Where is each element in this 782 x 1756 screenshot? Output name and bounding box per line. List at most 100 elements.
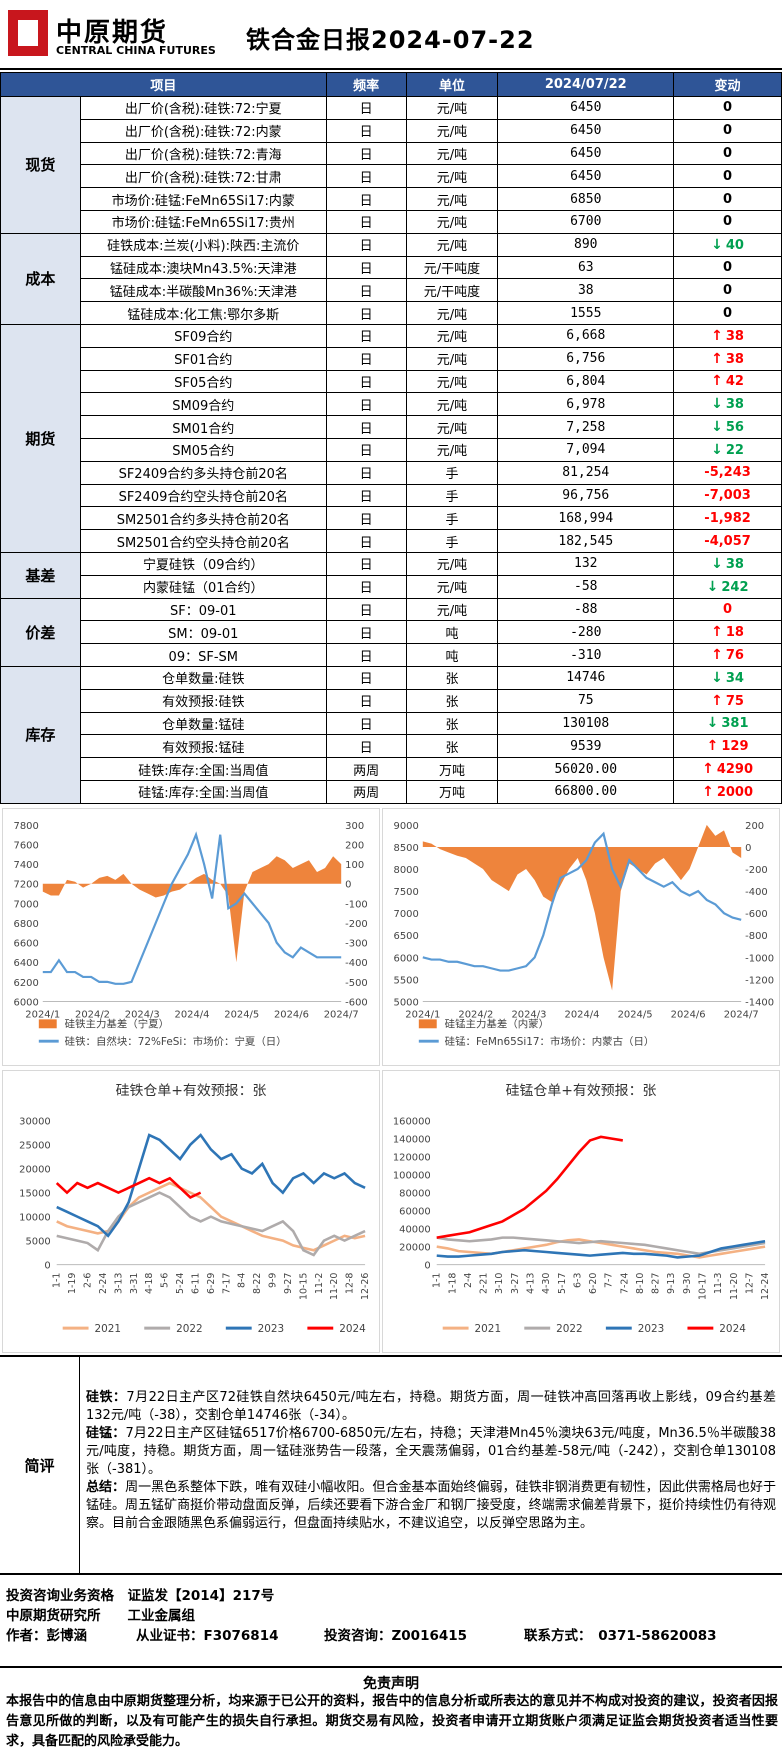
commentary-section: 简评 硅铁：7月22日主产区72硅铁自然块6450元/吨左右，持稳。期货方面，周… [0,1355,782,1575]
row-value: -88 [497,597,675,622]
arrow-down-icon: ↓ [711,555,723,572]
row-unit: 元/吨 [405,369,499,394]
row-change-value: 0 [723,100,733,116]
y-tick-label: 6500 [394,931,419,942]
table-row: 锰硅成本:化工焦:鄂尔多斯日元/吨 1555 0 [1,301,782,325]
certificate-line: 从业证书：F3076814 [136,1628,279,1644]
x-tick-label: 2024/1 [25,1009,60,1020]
x-tick-label: 3-10 [494,1273,505,1294]
table-row: 市场价:硅锰:FeMn65Si17:贵州日元/吨 6700 0 [1,209,782,234]
x-tick-label: 2024/7 [724,1009,759,1020]
disclaimer-title: 免责声明 [363,1676,419,1692]
x-tick-label: 8-4 [237,1273,248,1288]
arrow-up-icon: ↑ [706,738,719,755]
col-header-unit: 单位 [405,72,499,97]
row-value: 9539 [497,734,675,759]
legend-swatch [418,1019,437,1029]
x-tick-label: 4-18 [144,1273,155,1294]
x-tick-label: 10-17 [698,1273,709,1300]
arrow-up-icon: ↑ [711,350,723,367]
x-tick-label: 9-9 [268,1273,279,1288]
warrant-line-series [436,1135,623,1239]
y-tick-label: 100000 [393,1171,431,1182]
commentary-text: 硅铁：7月22日主产区72硅铁自然块6450元/吨左右，持稳。期货方面，周一硅铁… [86,1389,776,1533]
arrow-down-icon: ↓ [711,419,723,436]
y-tick-label: 7000 [394,909,419,920]
table-row: SF2409合约多头持仓前20名日手 81,254 -5,243 [1,460,782,485]
x-tick-label: 6-3 [572,1273,583,1288]
x-tick-label: 2024/5 [224,1009,259,1020]
row-item: SF：09-01 [79,597,327,622]
col-header-freq: 频率 [325,72,407,97]
y-tick-label: 9000 [394,821,419,832]
row-value: -58 [497,574,675,599]
table-row: SM2501合约多头持仓前20名日手 168,994 -1,982 [1,506,782,531]
table-header-row: 项目 频率 单位 2024/07/22 变动 [0,72,782,97]
y-tick-label: 7500 [394,887,419,898]
row-value: 14746 [497,665,675,690]
row-change: 0 [673,255,782,280]
section-label: 现货 [0,96,81,234]
x-tick-label: 7-7 [604,1273,615,1288]
contact-line: 联系方式： 0371-58620083 [524,1628,717,1644]
row-change-value: -1,982 [704,510,751,526]
table-row: 库存 仓单数量:硅铁日张 14746 ↓ 34 [0,665,782,804]
row-change: ↓ 56 [673,415,782,439]
row-item: SM：09-01 [79,620,327,645]
row-frequency: 日 [325,551,407,576]
row-frequency: 日 [325,369,407,394]
x-tick-label: 8-22 [252,1273,263,1294]
y2-tick-label: -200 [745,865,768,876]
warrant-line-series [56,1133,366,1238]
table-row: 出厂价(含税):硅铁:72:内蒙日元/吨 6450 0 [1,118,782,143]
row-value: 6,756 [497,346,675,371]
row-unit: 元/吨 [405,187,499,211]
logo-en-text: CENTRAL CHINA FUTURES [56,44,216,57]
x-tick-label: 9-30 [682,1273,693,1294]
row-unit: 万吨 [405,779,499,804]
y-tick-label: 6600 [14,939,39,950]
y2-tick-label: -800 [745,931,768,942]
row-unit: 元/吨 [405,232,499,257]
x-tick-label: 1-1 [432,1273,443,1288]
row-change: ↓ 38 [673,551,782,576]
row-item: SM05合约 [79,437,327,462]
company-logo-icon [8,10,48,56]
table-row: SM05合约日元/吨 7,094 ↓ 22 [1,437,782,462]
row-item: 内蒙硅锰（01合约） [79,574,327,599]
arrow-up-icon: ↑ [711,647,723,664]
row-change-value: 0 [723,305,733,321]
row-item: 硅铁:库存:全国:当周值 [79,757,327,781]
y2-tick-label: -1000 [745,953,774,964]
legend-label: 硅锰：FeMn65Si17：市场价：内蒙古（日） [445,1035,655,1048]
row-value: 130108 [497,711,675,736]
x-tick-label: 2024/2 [75,1009,110,1020]
x-tick-label: 12-26 [360,1273,371,1300]
row-item: 有效预报:锰硅 [79,734,327,759]
y-tick-label: 140000 [393,1135,431,1146]
row-item: 市场价:硅锰:FeMn65Si17:内蒙 [79,187,327,211]
x-tick-label: 12-8 [345,1273,356,1294]
data-table: 项目 频率 单位 2024/07/22 变动 现货 出厂价(含税):硅铁:72:宁… [0,72,782,804]
row-change: 0 [673,96,782,120]
row-frequency: 日 [325,301,407,325]
row-change: 0 [673,209,782,234]
row-change: ↓ 381 [673,711,782,736]
arrow-up-icon: ↑ [702,761,714,777]
arrow-up-icon: ↑ [711,624,723,641]
table-row: SF01合约日元/吨 6,756 ↑ 38 [1,346,782,371]
y-tick-label: 6000 [14,997,39,1008]
row-frequency: 日 [325,506,407,531]
row-item: SF2409合约多头持仓前20名 [79,460,327,485]
row-frequency: 日 [325,460,407,485]
row-value: 132 [497,551,675,576]
row-change-value: 0 [723,214,733,230]
y2-tick-label: -600 [345,997,368,1008]
row-change-value: 0 [723,191,733,207]
x-tick-label: 1-19 [67,1273,78,1294]
row-item: 09：SF-SM [79,643,327,667]
row-value: 38 [497,278,675,303]
row-unit: 元/干吨度 [405,255,499,280]
row-item: 出厂价(含税):硅铁:72:甘肃 [79,164,327,189]
y-tick-label: 120000 [393,1153,431,1164]
